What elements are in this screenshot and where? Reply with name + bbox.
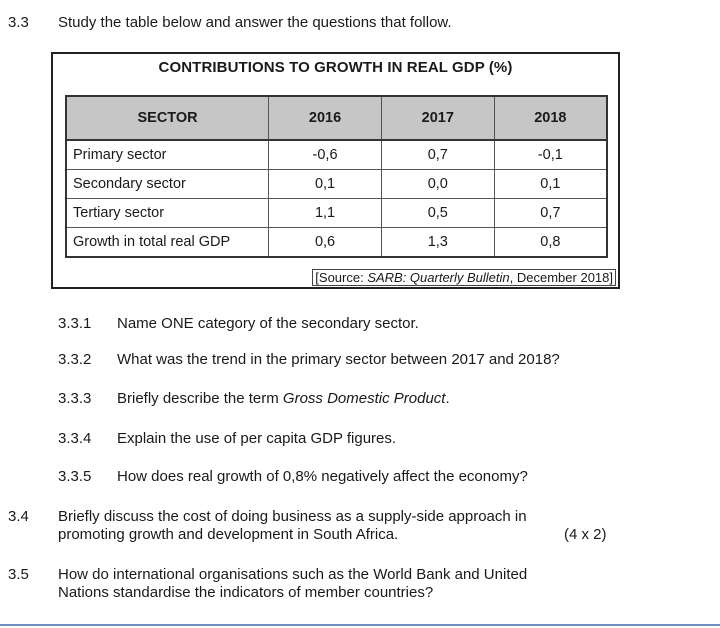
row-label: Secondary sector (65, 169, 270, 199)
question-3-4-line2: promoting growth and development in Sout… (58, 526, 399, 543)
subquestion-3-3-1-text: Name ONE category of the secondary secto… (117, 315, 419, 332)
cell-2017: 0,5 (380, 198, 495, 228)
header-sector: SECTOR (65, 95, 270, 141)
table-row: Primary sector -0,6 0,7 -0,1 (65, 139, 608, 170)
cell-2017: 0,0 (380, 169, 495, 199)
subquestion-number-3-3-3: 3.3.3 (58, 390, 92, 407)
cell-2016: 0,6 (268, 227, 382, 258)
cell-2018: 0,8 (493, 227, 608, 258)
cell-2018: 0,7 (493, 198, 608, 228)
table-source: [Source: SARB: Quarterly Bulletin, Decem… (312, 269, 616, 286)
gdp-table-box: CONTRIBUTIONS TO GROWTH IN REAL GDP (%) … (51, 52, 620, 289)
question-3-4-line1: Briefly discuss the cost of doing busine… (58, 508, 527, 525)
subquestion-number-3-3-2: 3.3.2 (58, 351, 92, 368)
cell-2016: 0,1 (268, 169, 382, 199)
cell-2016: 1,1 (268, 198, 382, 228)
page-bottom-divider (0, 624, 720, 626)
table-row: Tertiary sector 1,1 0,5 0,7 (65, 198, 608, 228)
subquestion-number-3-3-4: 3.3.4 (58, 430, 92, 447)
subquestion-3-3-2-text: What was the trend in the primary sector… (117, 351, 560, 368)
cell-2018: 0,1 (493, 169, 608, 199)
table-header-row: SECTOR 2016 2017 2018 (65, 95, 608, 141)
gdp-contributions-table: SECTOR 2016 2017 2018 Primary sector -0,… (65, 95, 608, 258)
question-3-5-line2: Nations standardise the indicators of me… (58, 584, 434, 601)
cell-2017: 0,7 (380, 139, 495, 170)
header-2018: 2018 (493, 95, 608, 141)
cell-2016: -0,6 (268, 139, 382, 170)
header-2017: 2017 (380, 95, 495, 141)
cell-2018: -0,1 (493, 139, 608, 170)
table-row: Secondary sector 0,1 0,0 0,1 (65, 169, 608, 199)
table-row: Growth in total real GDP 0,6 1,3 0,8 (65, 227, 608, 258)
row-label: Primary sector (65, 139, 270, 170)
subquestion-3-3-5-text: How does real growth of 0,8% negatively … (117, 468, 528, 485)
question-number-3-4: 3.4 (8, 508, 29, 525)
question-number-3-3: 3.3 (8, 14, 29, 31)
row-label: Tertiary sector (65, 198, 270, 228)
cell-2017: 1,3 (380, 227, 495, 258)
question-3-3-text: Study the table below and answer the que… (58, 14, 452, 31)
question-number-3-5: 3.5 (8, 566, 29, 583)
subquestion-number-3-3-1: 3.3.1 (58, 315, 92, 332)
question-3-4-marks: (4 x 2) (564, 526, 607, 543)
subquestion-number-3-3-5: 3.3.5 (58, 468, 92, 485)
table-title: CONTRIBUTIONS TO GROWTH IN REAL GDP (%) (158, 59, 513, 76)
row-label: Growth in total real GDP (65, 227, 270, 258)
question-3-5-line1: How do international organisations such … (58, 566, 528, 583)
subquestion-3-3-4-text: Explain the use of per capita GDP figure… (117, 430, 397, 447)
subquestion-3-3-3-text: Briefly describe the term Gross Domestic… (117, 390, 450, 407)
header-2016: 2016 (268, 95, 382, 141)
